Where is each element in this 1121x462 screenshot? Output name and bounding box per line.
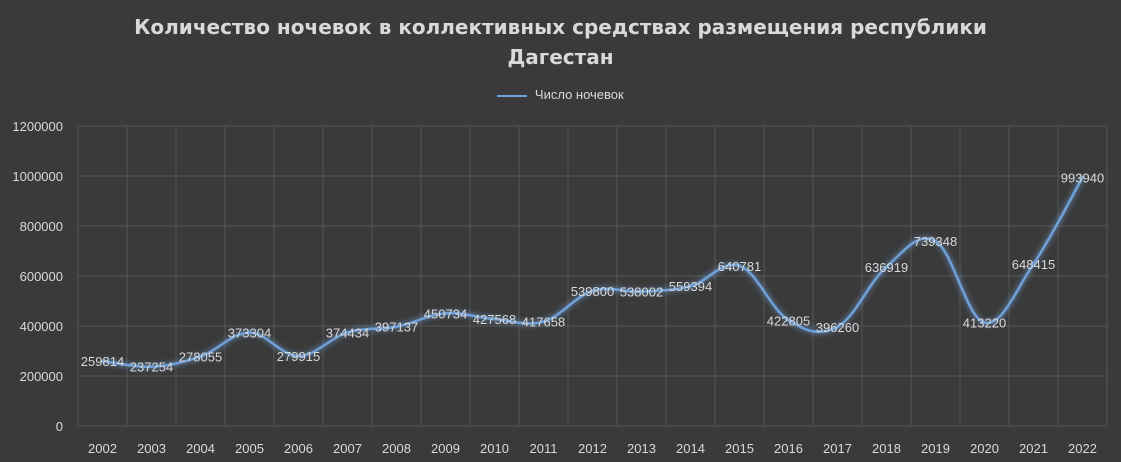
y-tick-label: 200000 <box>20 369 63 384</box>
data-point <box>1081 176 1084 180</box>
data-label: 278055 <box>179 349 222 364</box>
legend: Число ночевок <box>0 87 1121 103</box>
series-layer <box>101 176 1084 369</box>
data-point <box>248 331 251 335</box>
x-tick-label: 2017 <box>823 441 852 456</box>
x-tick-label: 2014 <box>676 441 705 456</box>
x-tick-label: 2010 <box>480 441 509 456</box>
data-point <box>150 365 153 369</box>
data-label: 422805 <box>767 313 810 328</box>
data-label: 636919 <box>865 260 908 275</box>
data-label: 739348 <box>914 234 957 249</box>
data-label: 374434 <box>326 325 369 340</box>
data-point <box>934 239 937 243</box>
y-tick-label: 1000000 <box>12 169 63 184</box>
data-label-layer: 259814 237254 278055 373304 279915 374434 3971… <box>81 171 1104 375</box>
y-tick-label: 1200000 <box>12 119 63 134</box>
x-tick-label: 2022 <box>1068 441 1097 456</box>
data-point <box>493 317 496 321</box>
data-point <box>836 325 839 329</box>
y-tick-label: 0 <box>56 419 63 434</box>
chart-title-line-2: Дагестан <box>507 45 614 69</box>
data-label: 259814 <box>81 354 124 369</box>
x-tick-label: 2018 <box>872 441 901 456</box>
x-tick-label: 2011 <box>530 441 558 456</box>
data-point <box>738 264 741 268</box>
y-tick-label: 600000 <box>20 269 63 284</box>
data-point <box>689 284 692 288</box>
data-label: 539800 <box>571 284 614 299</box>
data-label: 237254 <box>130 360 173 375</box>
y-tick-label: 400000 <box>20 319 63 334</box>
x-tick-label: 2015 <box>725 441 754 456</box>
data-point <box>983 321 986 325</box>
data-label: 559394 <box>669 279 712 294</box>
chart-title: Количество ночевок в коллективных средст… <box>0 12 1121 72</box>
x-tick-label: 2007 <box>333 441 362 456</box>
data-label: 993940 <box>1061 171 1104 186</box>
x-tick-label: 2009 <box>431 441 460 456</box>
x-tick-label: 2003 <box>137 441 166 456</box>
data-point <box>444 311 447 315</box>
data-label: 640781 <box>718 259 761 274</box>
data-point <box>787 318 790 322</box>
data-label: 648415 <box>1012 257 1055 272</box>
data-label: 427568 <box>473 312 516 327</box>
data-point <box>395 325 398 329</box>
axis-layer: 0 200000 400000 600000 800000 1000000 1200000 2… <box>12 119 1097 456</box>
x-tick-label: 2006 <box>284 441 313 456</box>
data-label: 397137 <box>375 320 418 335</box>
data-point <box>297 354 300 358</box>
data-label: 450734 <box>424 306 467 321</box>
grid-layer <box>77 125 1108 427</box>
x-tick-label: 2004 <box>186 441 215 456</box>
series-line <box>102 176 1084 368</box>
x-tick-label: 2013 <box>627 441 656 456</box>
data-label: 279915 <box>277 349 320 364</box>
x-tick-label: 2012 <box>578 441 607 456</box>
data-point <box>542 320 545 324</box>
data-label: 538002 <box>620 284 663 299</box>
data-point <box>199 354 202 358</box>
data-label: 373304 <box>228 326 271 341</box>
x-tick-label: 2020 <box>970 441 999 456</box>
data-point <box>885 265 888 269</box>
x-tick-label: 2008 <box>382 441 411 456</box>
data-label: 413220 <box>963 316 1006 331</box>
data-label: 417658 <box>522 315 565 330</box>
legend-line-swatch <box>497 94 528 97</box>
data-point <box>1032 262 1035 266</box>
data-point <box>591 289 594 293</box>
data-point <box>101 359 104 363</box>
y-tick-label: 800000 <box>20 219 63 234</box>
x-tick-label: 2021 <box>1019 441 1048 456</box>
x-tick-label: 2005 <box>235 441 264 456</box>
x-tick-label: 2016 <box>774 441 803 456</box>
chart-title-line-1: Количество ночевок в коллективных средст… <box>134 15 987 39</box>
data-point <box>346 330 349 334</box>
data-label: 396260 <box>816 320 859 335</box>
x-tick-label: 2002 <box>88 441 117 456</box>
legend-series-label: Число ночевок <box>534 87 624 102</box>
data-point <box>640 289 643 293</box>
x-tick-label: 2019 <box>921 441 950 456</box>
